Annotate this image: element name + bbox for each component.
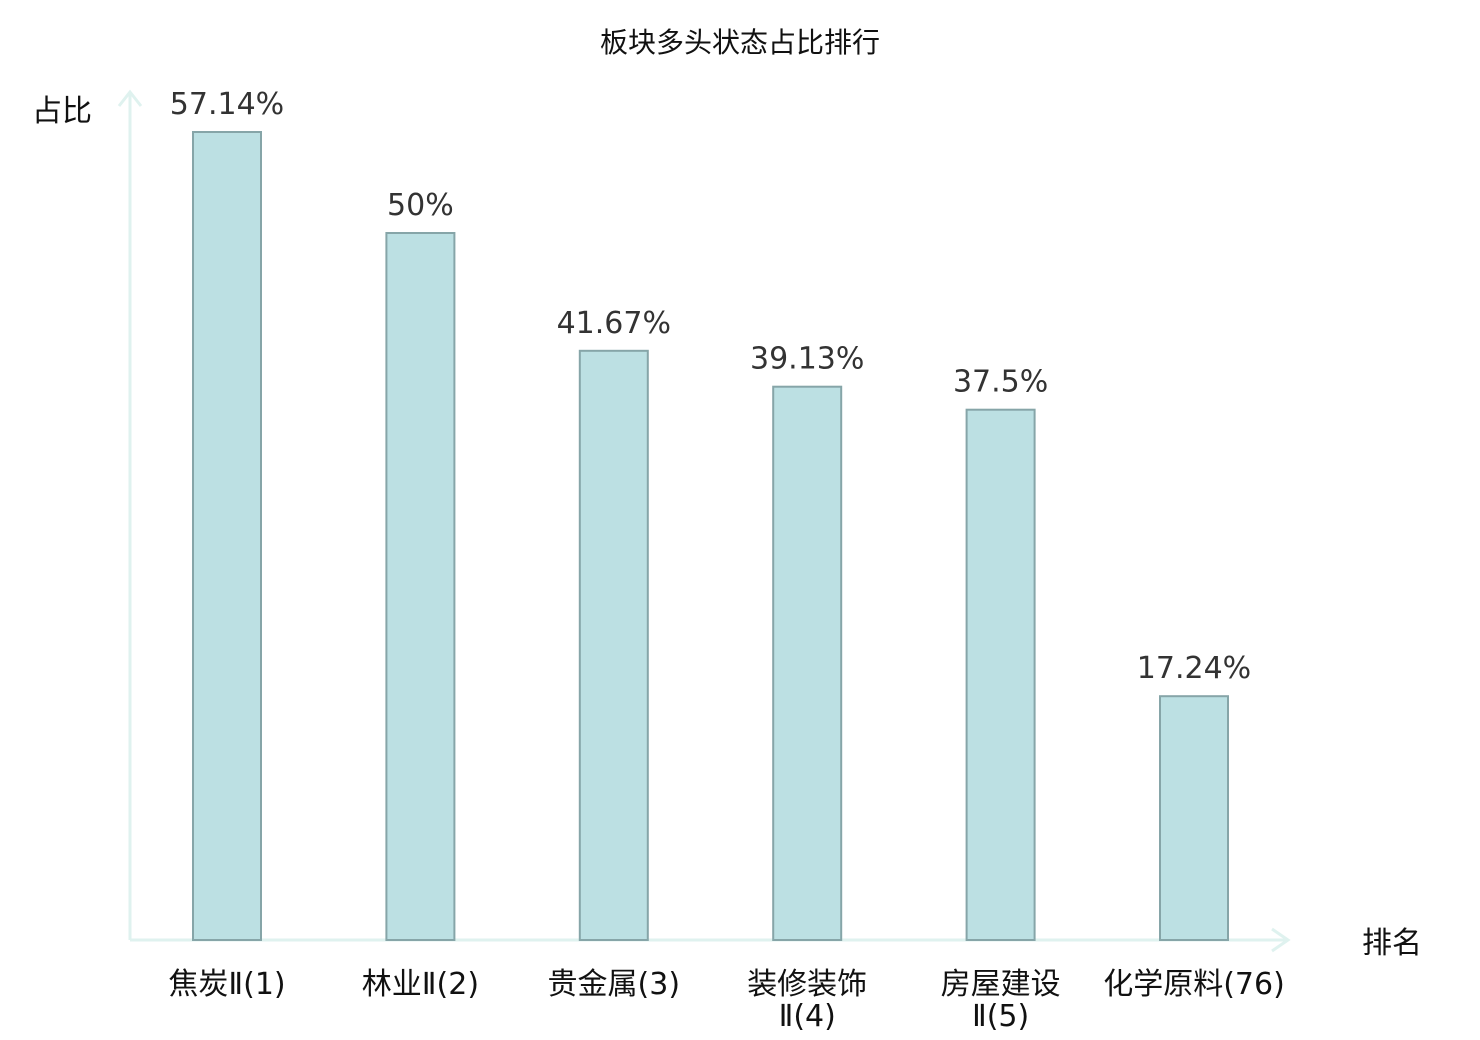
bars-group — [192, 131, 1229, 942]
bar-value-label: 37.5% — [953, 365, 1048, 400]
bar — [772, 385, 843, 941]
bar-value-label: 41.67% — [557, 306, 671, 341]
y-axis-arrow — [117, 89, 143, 107]
category-label: 装修装饰 — [747, 967, 867, 1002]
category-label: 焦炭Ⅱ(1) — [168, 967, 285, 1002]
bar — [578, 349, 649, 941]
y-axis-label: 占比 — [32, 94, 92, 129]
bar — [1159, 695, 1229, 942]
bar-value-label: 50% — [387, 188, 454, 223]
category-label: Ⅱ(5) — [972, 999, 1029, 1034]
x-axis-label: 排名 — [1362, 926, 1422, 961]
bar — [192, 131, 262, 941]
category-label: 房屋建设 — [941, 967, 1061, 1002]
axes — [117, 89, 1291, 953]
bar-value-label: 57.14% — [170, 87, 284, 122]
category-label: 贵金属(3) — [548, 967, 681, 1002]
chart-title: 板块多头状态占比排行 — [600, 26, 880, 59]
category-label: 化学原料(76) — [1103, 967, 1285, 1002]
bar-value-label: 39.13% — [750, 342, 864, 377]
category-label: 林业Ⅱ(2) — [362, 967, 479, 1002]
value-labels-group: 57.14% 50% 41.67% 39.13% 37.5% 17.24% — [170, 87, 1251, 686]
bar-value-label: 17.24% — [1137, 651, 1251, 686]
category-label: Ⅱ(4) — [779, 999, 836, 1034]
x-axis-arrow — [1271, 927, 1291, 953]
bar — [385, 232, 456, 941]
bar — [965, 408, 1036, 941]
